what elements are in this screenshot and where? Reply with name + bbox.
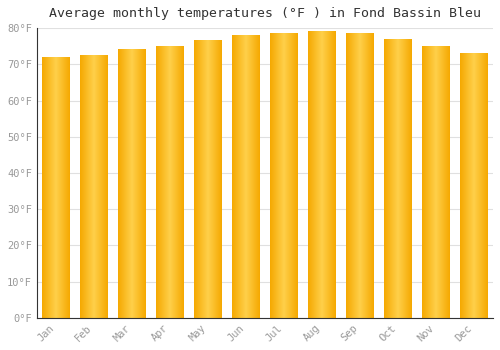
Title: Average monthly temperatures (°F ) in Fond Bassin Bleu: Average monthly temperatures (°F ) in Fo… bbox=[49, 7, 481, 20]
